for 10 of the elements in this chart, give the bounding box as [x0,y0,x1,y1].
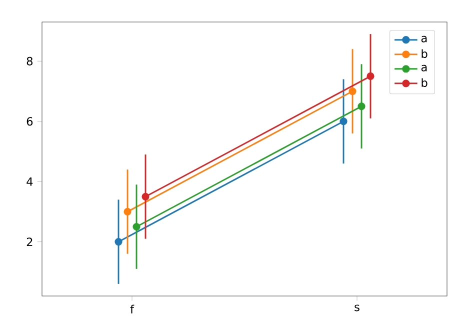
legend-label: b [422,49,428,58]
y-tick-label: 6 [26,117,33,126]
y-tick-label: 8 [26,56,33,66]
x-tick-label: s [354,304,360,312]
legend-label: a [421,36,427,42]
y-tick-label: 2 [26,238,32,246]
legend-label: a [421,64,427,72]
legend-label: b [422,78,428,88]
y-tick-label: 4 [26,177,33,186]
x-tick-label: f [130,304,134,314]
